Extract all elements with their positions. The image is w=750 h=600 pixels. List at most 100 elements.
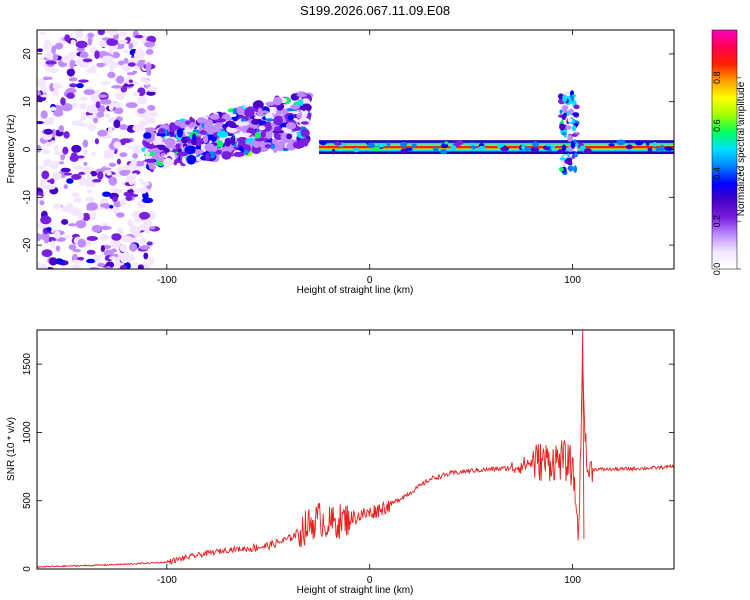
feature-blob [287, 114, 294, 121]
noise-blob [112, 196, 118, 203]
feature-blob [285, 122, 297, 130]
noise-blob [67, 209, 79, 214]
noise-blob [147, 111, 158, 117]
noise-blob [110, 61, 119, 69]
noise-blob [111, 51, 121, 59]
feature-blob [273, 115, 283, 126]
feature-blob [215, 140, 224, 148]
noise-blob [83, 89, 95, 96]
noise-blob [73, 197, 82, 203]
noise-blob [108, 256, 117, 260]
noise-blob [71, 264, 82, 269]
noise-blob [78, 171, 86, 175]
colorbar-tick-label: 0.8 [712, 72, 722, 85]
noise-blob [113, 141, 122, 149]
line-blob [470, 145, 477, 150]
noise-blob [100, 233, 109, 242]
feature-blob [205, 152, 210, 162]
line-blob [333, 141, 342, 146]
line-blob [449, 145, 457, 151]
noise-blob [101, 55, 114, 64]
feature-blob [196, 117, 206, 124]
noise-blob [127, 62, 136, 67]
noise-blob [133, 218, 142, 223]
noise-blob [55, 245, 61, 252]
noise-blob [79, 102, 87, 110]
snr-y-tick-label: 0 [22, 566, 33, 572]
snr-y-tick-label: 1500 [22, 353, 33, 376]
noise-blob [115, 212, 125, 218]
feature-blob [272, 107, 277, 115]
feature-blob [252, 124, 258, 130]
noise-blob [40, 110, 48, 119]
feature-blob [300, 121, 309, 125]
feature-blob [300, 103, 312, 112]
noise-blob [100, 81, 112, 85]
noise-blob [107, 71, 116, 79]
noise-blob [110, 188, 123, 193]
feature-blob [244, 107, 255, 118]
spectrogram-y-label: Frequency (Hz) [6, 115, 17, 184]
spectrogram-y-tick-label: -20 [22, 237, 33, 252]
burst-blob [574, 122, 579, 127]
colorbar-tick-label: 0.2 [712, 215, 722, 228]
noise-blob [75, 219, 87, 229]
noise-blob [137, 264, 144, 269]
noise-blob [108, 176, 118, 186]
noise-blob [85, 67, 96, 74]
line-blob [386, 142, 391, 148]
noise-blob [63, 172, 73, 176]
feature-blob [192, 133, 197, 141]
noise-blob [42, 76, 50, 81]
noise-blob [116, 158, 121, 165]
noise-blob [126, 237, 137, 242]
feature-blob [280, 141, 286, 149]
noise-blob [93, 255, 103, 259]
noise-blob [130, 157, 137, 167]
line-blob [634, 140, 644, 146]
noise-blob [110, 239, 121, 249]
feature-blob [265, 118, 274, 122]
line-blob [400, 141, 408, 147]
feature-blob [296, 93, 308, 97]
feature-blob [180, 136, 189, 144]
noise-blob [94, 89, 100, 98]
noise-blob [44, 39, 52, 49]
noise-blob [40, 215, 52, 225]
noise-blob [68, 244, 77, 251]
noise-blob [41, 132, 53, 141]
noise-blob [78, 79, 89, 83]
feature-blob [265, 130, 273, 139]
noise-blob [138, 211, 151, 220]
noise-blob [41, 249, 53, 258]
feature-blob [286, 133, 293, 140]
spectrogram-x-label: Height of straight line (km) [297, 285, 414, 296]
noise-blob [76, 47, 85, 53]
noise-blob [134, 34, 144, 39]
feature-blob [175, 143, 181, 150]
noise-blob [58, 125, 65, 133]
noise-blob [132, 91, 140, 97]
burst-blob [570, 141, 576, 149]
noise-blob [113, 201, 122, 208]
feature-blob [144, 158, 156, 163]
noise-blob [95, 101, 101, 109]
noise-blob [142, 220, 153, 227]
feature-blob [241, 132, 252, 137]
noise-blob [117, 227, 124, 235]
noise-blob [129, 243, 138, 252]
noise-blob [52, 82, 61, 90]
noise-blob [49, 178, 55, 185]
noise-blob [54, 230, 61, 240]
spectrogram-y-tick-label: -10 [22, 190, 33, 205]
line-blob [353, 147, 361, 153]
noise-blob [106, 38, 119, 47]
noise-blob [146, 119, 157, 124]
noise-blob [145, 62, 152, 71]
noise-blob [97, 94, 108, 98]
line-blob [655, 146, 665, 153]
burst-blob [561, 144, 567, 152]
noise-blob [132, 262, 140, 268]
